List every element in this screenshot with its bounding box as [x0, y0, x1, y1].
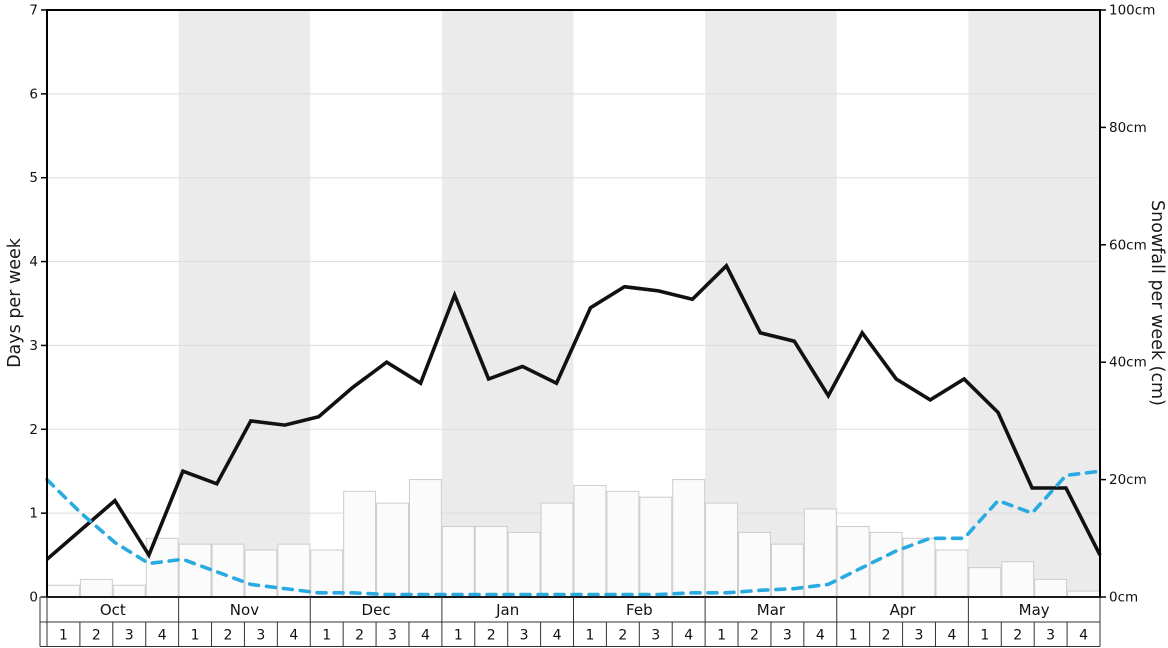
week-label: 2 [882, 628, 891, 644]
month-label: May [1019, 601, 1050, 619]
tick-labels: 0 1 2 3 4 5 6 7 0cm 20cm 40cm 60cm 80cm 100cm [29, 3, 1155, 606]
week-label: 4 [947, 628, 956, 644]
month-week-table: Oct Nov Dec Jan Feb Mar Apr May 1 2 3 4 1 2 3 4 1 2 3 4 1 2 3 4… [39, 596, 1101, 647]
snowfall-bar [507, 531, 541, 598]
week-label: 3 [915, 628, 924, 644]
left-tick-label: 6 [29, 86, 38, 102]
week-label: 4 [158, 628, 167, 644]
week-label: 4 [421, 628, 430, 644]
right-tick-label: 0cm [1109, 590, 1138, 606]
snowfall-bar [1001, 561, 1035, 598]
snowfall-bar [310, 549, 344, 598]
snowfall-bar [441, 526, 475, 598]
week-label: 4 [684, 628, 693, 644]
month-label: Dec [362, 601, 391, 619]
week-label: 1 [717, 628, 726, 644]
snowfall-bar [47, 584, 80, 598]
snowfall-bar [376, 502, 409, 598]
month-label: Jan [495, 601, 519, 619]
month-label: Nov [230, 601, 259, 619]
right-tick-label: 20cm [1109, 472, 1147, 488]
left-tick-label: 7 [29, 3, 38, 19]
snowfall-bar [672, 479, 706, 598]
snowfall-bar [869, 531, 903, 598]
month-label: Oct [100, 601, 126, 619]
week-label: 4 [289, 628, 298, 644]
week-label: 4 [553, 628, 562, 644]
left-tick-label: 1 [29, 506, 38, 522]
right-axis-title: Snowfall per week (cm) [1147, 200, 1167, 406]
snow-days-line [45, 262, 1102, 561]
snowfall-bar [178, 543, 212, 598]
week-label: 2 [92, 628, 101, 644]
week-label: 2 [224, 628, 233, 644]
right-tick-label: 80cm [1109, 120, 1147, 136]
week-label: 4 [816, 628, 825, 644]
left-tick-label: 4 [29, 254, 38, 270]
snowfall-bar [836, 526, 870, 598]
snowfall-bars [47, 479, 1100, 598]
snowfall-bar [343, 490, 377, 598]
week-label: 1 [849, 628, 858, 644]
week-label: 4 [1079, 628, 1088, 644]
right-tick-label: 60cm [1109, 237, 1147, 253]
week-label: 3 [256, 628, 265, 644]
series-lines [45, 262, 1102, 597]
snowfall-bar [606, 490, 640, 598]
week-label: 3 [783, 628, 792, 644]
week-label: 3 [520, 628, 529, 644]
snowfall-bar [639, 496, 673, 598]
month-label: Mar [757, 601, 786, 619]
week-label: 2 [1013, 628, 1022, 644]
snowfall-bar [573, 484, 607, 598]
snowfall-bar [211, 543, 245, 598]
rain-days-line [45, 469, 1102, 597]
left-tick-label: 2 [29, 422, 38, 438]
month-band [705, 10, 837, 597]
right-tick-label: 100cm [1109, 3, 1155, 19]
snowfall-bar [79, 578, 113, 598]
month-band [968, 10, 1100, 597]
month-label: Apr [890, 601, 917, 619]
week-label: 1 [980, 628, 989, 644]
week-label: 1 [191, 628, 200, 644]
week-label: 3 [1046, 628, 1055, 644]
left-axis-title: Days per week [5, 237, 25, 368]
week-label: 2 [618, 628, 627, 644]
left-tick-label: 3 [29, 338, 38, 354]
month-shading-bands [178, 10, 1100, 597]
snowfall-bar [705, 502, 739, 598]
snowfall-bar [968, 567, 1002, 598]
month-band [178, 10, 311, 597]
snowfall-bar [738, 531, 771, 598]
month-label: Feb [626, 601, 653, 619]
week-label: 3 [651, 628, 660, 644]
left-tick-label: 5 [29, 170, 38, 186]
week-label: 1 [454, 628, 463, 644]
snowfall-bar [474, 526, 508, 598]
snowfall-bar [540, 502, 574, 598]
left-tick-label: 0 [29, 590, 38, 606]
week-label: 2 [487, 628, 496, 644]
snowfall-bar [935, 549, 969, 598]
week-label: 2 [750, 628, 759, 644]
snowfall-bar [1034, 578, 1068, 598]
week-label: 3 [125, 628, 134, 644]
week-label: 1 [59, 628, 68, 644]
week-label: 1 [322, 628, 331, 644]
snowfall-bar [408, 479, 442, 598]
week-label: 2 [355, 628, 364, 644]
month-band [441, 10, 574, 597]
week-label: 1 [585, 628, 594, 644]
snowfall-bar [244, 549, 278, 598]
week-label: 3 [388, 628, 397, 644]
snowfall-bar [112, 584, 146, 598]
right-tick-label: 40cm [1109, 355, 1147, 371]
